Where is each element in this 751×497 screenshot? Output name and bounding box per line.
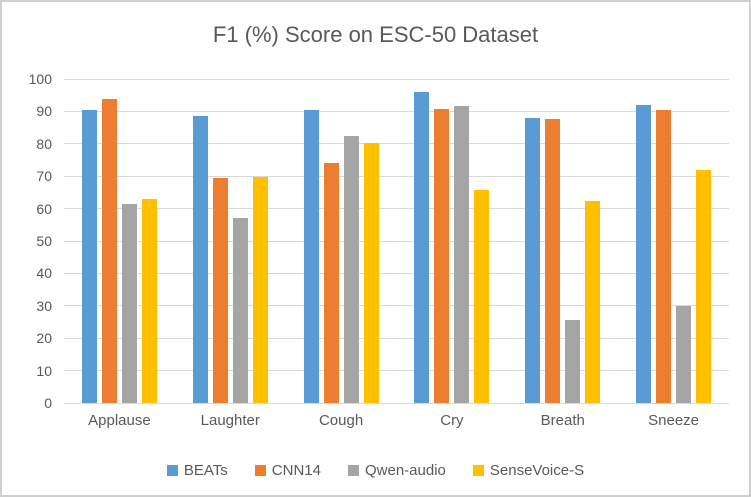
chart-title: F1 (%) Score on ESC-50 Dataset	[212, 22, 539, 47]
bar-cnn14-cough	[323, 162, 339, 403]
x-axis-label: Applause	[88, 412, 151, 429]
legend-item-qwen-audio: Qwen-audio	[347, 462, 446, 479]
bar-sensevoice-s-applause	[141, 199, 157, 403]
bar-beats-laughter	[192, 115, 208, 403]
bar-sensevoice-s-sneeze	[696, 170, 712, 403]
y-axis-tick-label: 40	[36, 265, 52, 282]
x-axis-label: Laughter	[200, 412, 260, 429]
bar-sensevoice-s-breath	[585, 200, 601, 403]
bar-beats-cry	[414, 91, 430, 403]
x-axis-label: Cough	[318, 412, 364, 429]
bar-sensevoice-s-laughter	[252, 176, 268, 403]
legend-label: SenseVoice-S	[489, 462, 585, 479]
x-axis-label: Cry	[440, 412, 464, 429]
bar-cnn14-applause	[101, 99, 117, 403]
gridline	[64, 110, 729, 112]
y-axis-tick-label: 90	[36, 103, 52, 120]
gridline	[64, 402, 729, 404]
bar-qwen-audio-cough	[343, 136, 359, 403]
legend-item-beats: BEATs	[166, 462, 228, 479]
bar-cnn14-laughter	[212, 177, 228, 403]
x-axis-label: Sneeze	[648, 412, 700, 429]
gridline	[64, 272, 729, 274]
bar-beats-breath	[525, 117, 541, 403]
gridline	[64, 208, 729, 210]
legend-label: BEATs	[183, 462, 228, 479]
legend-swatch-beats	[166, 465, 178, 476]
bar-beats-applause	[81, 110, 97, 403]
gridline	[64, 143, 729, 145]
legend-label: CNN14	[271, 462, 321, 479]
bar-beats-sneeze	[636, 104, 652, 403]
y-axis-tick-label: 0	[44, 395, 52, 411]
bar-qwen-audio-breath	[565, 319, 581, 403]
bar-cnn14-sneeze	[656, 109, 672, 403]
y-axis-tick-label: 50	[36, 233, 52, 249]
gridline	[64, 240, 729, 242]
y-axis-tick-label: 70	[36, 168, 52, 185]
bar-sensevoice-s-cry	[474, 190, 490, 403]
bar-qwen-audio-cry	[454, 105, 470, 403]
gridline	[64, 175, 729, 177]
legend-swatch-sensevoice-s	[472, 465, 484, 476]
legend: BEATs CNN14 Qwen-audio SenseVoice-S	[2, 462, 749, 479]
legend-swatch-qwen-audio	[347, 465, 359, 476]
bar-cnn14-cry	[434, 108, 450, 403]
x-axis-label: Breath	[540, 412, 585, 429]
gridline	[64, 370, 729, 372]
legend-item-cnn14: CNN14	[254, 462, 321, 479]
gridline	[64, 78, 729, 80]
y-axis-tick-label: 60	[36, 200, 52, 217]
legend-swatch-cnn14	[254, 465, 266, 476]
bar-cnn14-breath	[545, 118, 561, 403]
bar-beats-cough	[303, 110, 319, 403]
bar-qwen-audio-applause	[121, 204, 137, 403]
bar-sensevoice-s-cough	[363, 142, 379, 403]
y-axis-tick-label: 10	[36, 362, 52, 379]
legend-label: Qwen-audio	[364, 462, 446, 479]
legend-item-sensevoice-s: SenseVoice-S	[472, 462, 585, 479]
gridline	[64, 337, 729, 339]
y-axis-tick-label: 80	[36, 135, 52, 152]
gridline	[64, 305, 729, 307]
y-axis-tick-label: 30	[36, 297, 52, 314]
y-axis-tick-label: 100	[28, 71, 52, 87]
bar-qwen-audio-sneeze	[676, 306, 692, 403]
y-axis-tick-label: 20	[36, 330, 52, 347]
bar-qwen-audio-laughter	[232, 217, 248, 403]
